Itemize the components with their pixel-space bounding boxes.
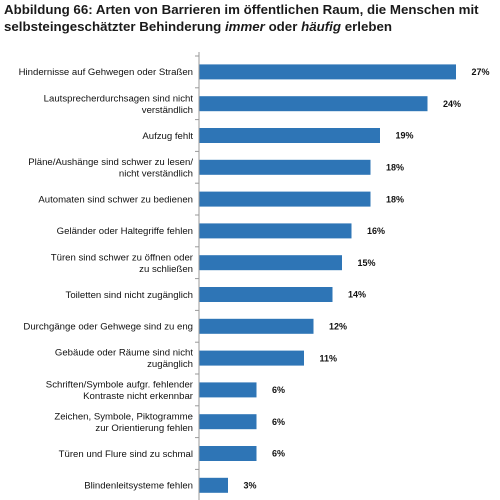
- data-label: 6%: [272, 385, 285, 395]
- chart-title: Abbildung 66: Arten von Barrieren im öff…: [4, 1, 496, 35]
- chart-title-line-1: Abbildung 66: Arten von Barrieren im öff…: [4, 2, 479, 17]
- category-label: Geländer oder Haltegriffe fehlen: [57, 226, 193, 237]
- category-label: Lautsprecherdurchsagen sind nicht: [44, 93, 194, 104]
- data-label: 3%: [244, 481, 257, 491]
- category-label: Schriften/Symbole aufgr. fehlender: [46, 379, 194, 390]
- bar: [199, 223, 352, 239]
- title-emphasis-immer: immer: [224, 19, 265, 34]
- bar: [199, 414, 257, 430]
- data-label: 15%: [358, 258, 376, 268]
- bar: [199, 159, 371, 175]
- bar: [199, 477, 228, 493]
- data-label: 27%: [472, 67, 490, 77]
- bar: [199, 255, 342, 271]
- chart-title-line-2: selbsteingeschätzter Behinderung immer o…: [4, 18, 496, 35]
- category-label: Toiletten sind nicht zugänglich: [66, 290, 193, 301]
- category-label: zugänglich: [147, 359, 193, 370]
- title-text-a: selbsteingeschätzter Behinderung: [4, 19, 222, 34]
- category-label: zur Orientierung fehlen: [95, 423, 193, 434]
- category-label: verständlich: [142, 105, 193, 116]
- data-label: 24%: [443, 99, 461, 109]
- bar: [199, 128, 380, 143]
- bar: [199, 350, 304, 366]
- data-label: 6%: [272, 449, 285, 459]
- category-label: Türen und Flure sind zu schmal: [59, 449, 193, 460]
- title-text-c: erleben: [344, 19, 392, 34]
- data-label: 18%: [386, 194, 404, 204]
- bar: [199, 96, 428, 112]
- bar: [199, 287, 333, 302]
- data-label: 6%: [272, 417, 285, 427]
- category-label: Gebäude oder Räume sind nicht: [55, 348, 193, 359]
- category-label: Durchgänge oder Gehwege sind zu eng: [23, 322, 193, 333]
- data-label: 18%: [386, 163, 404, 173]
- bar: [199, 318, 314, 334]
- bar: [199, 191, 371, 207]
- data-label: 11%: [320, 353, 338, 363]
- data-label: 14%: [348, 290, 366, 300]
- bar: [199, 382, 257, 398]
- category-label: Pläne/Aushänge sind schwer zu lesen/: [28, 157, 193, 168]
- data-label: 12%: [329, 322, 347, 332]
- category-label: Zeichen, Symbole, Piktogramme: [54, 411, 193, 422]
- category-label: Türen sind schwer zu öffnen oder: [51, 252, 194, 263]
- data-label: 16%: [367, 226, 385, 236]
- data-label: 19%: [396, 131, 414, 141]
- bar: [199, 446, 257, 461]
- category-label: Automaten sind schwer zu bedienen: [38, 194, 193, 205]
- category-label: Hindernisse auf Gehwegen oder Straßen: [19, 67, 193, 78]
- title-emphasis-haeufig: häufig: [301, 19, 341, 34]
- category-label: zu schließen: [139, 264, 193, 275]
- category-label: Blindenleitsysteme fehlen: [84, 481, 193, 492]
- category-label: nicht verständlich: [119, 168, 193, 179]
- bar: [199, 64, 456, 80]
- category-label: Aufzug fehlt: [142, 131, 193, 142]
- title-text-b: oder: [268, 19, 298, 34]
- category-label: Kontraste nicht erkennbar: [83, 391, 194, 402]
